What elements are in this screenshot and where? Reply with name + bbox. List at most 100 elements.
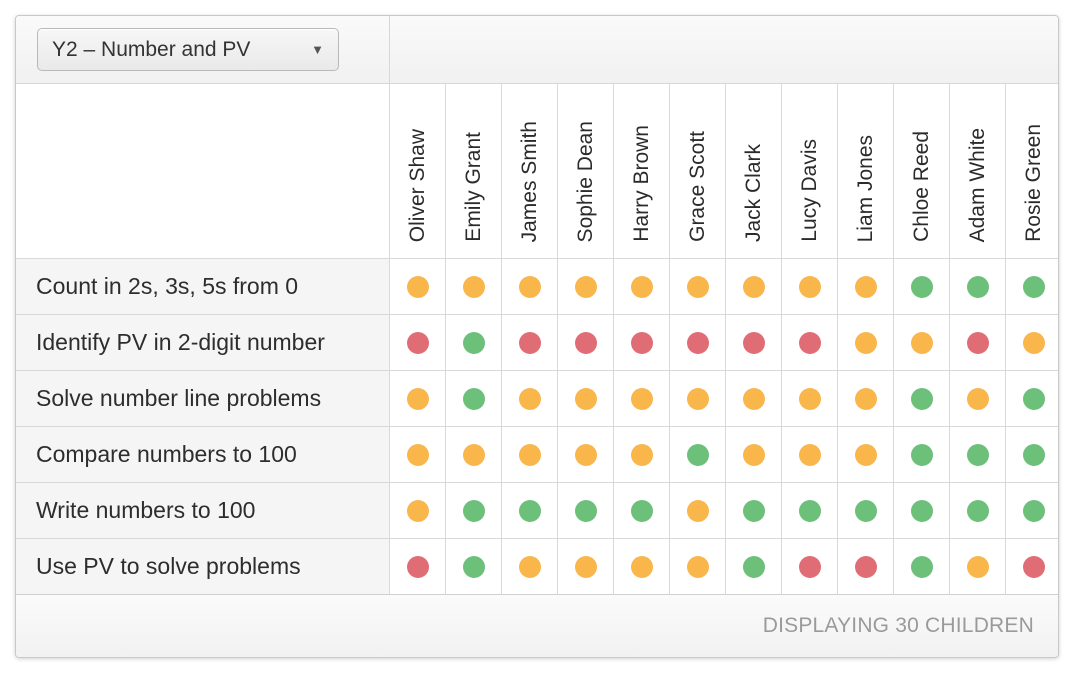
- header-corner: [16, 84, 389, 258]
- status-dot-amber[interactable]: [798, 387, 821, 410]
- child-column-header[interactable]: Rosie Green: [1005, 84, 1058, 258]
- status-dot-amber[interactable]: [518, 443, 541, 466]
- status-dot-amber[interactable]: [854, 387, 877, 410]
- child-column-header[interactable]: Lucy Davis: [781, 84, 837, 258]
- status-dot-green[interactable]: [854, 499, 877, 522]
- status-dot-amber[interactable]: [798, 443, 821, 466]
- status-dot-amber[interactable]: [854, 275, 877, 298]
- status-dot-red[interactable]: [630, 331, 653, 354]
- status-cell: [725, 371, 781, 426]
- objective-row: Identify PV in 2-digit number: [16, 315, 1058, 370]
- status-dot-amber[interactable]: [630, 443, 653, 466]
- status-dot-amber[interactable]: [910, 331, 933, 354]
- status-dot-amber[interactable]: [742, 387, 765, 410]
- child-column-header[interactable]: James Smith: [501, 84, 557, 258]
- status-cell: [1005, 259, 1058, 314]
- status-dot-green[interactable]: [966, 499, 989, 522]
- status-dot-green[interactable]: [574, 499, 597, 522]
- status-dot-green[interactable]: [462, 555, 485, 578]
- status-dot-green[interactable]: [1022, 387, 1045, 410]
- status-dot-amber[interactable]: [518, 275, 541, 298]
- status-dot-amber[interactable]: [406, 499, 429, 522]
- status-dot-amber[interactable]: [630, 387, 653, 410]
- status-dot-green[interactable]: [910, 387, 933, 410]
- child-column-header[interactable]: Sophie Dean: [557, 84, 613, 258]
- status-cell: [389, 483, 445, 538]
- status-dot-green[interactable]: [742, 555, 765, 578]
- status-dot-amber[interactable]: [798, 275, 821, 298]
- status-dot-green[interactable]: [462, 331, 485, 354]
- status-dot-amber[interactable]: [462, 443, 485, 466]
- status-dot-amber[interactable]: [854, 331, 877, 354]
- objective-label: Write numbers to 100: [16, 483, 389, 538]
- status-dot-amber[interactable]: [574, 443, 597, 466]
- status-dot-amber[interactable]: [966, 387, 989, 410]
- status-dot-red[interactable]: [798, 555, 821, 578]
- status-dot-green[interactable]: [966, 275, 989, 298]
- status-dot-amber[interactable]: [406, 443, 429, 466]
- status-dot-green[interactable]: [910, 443, 933, 466]
- status-cell: [837, 315, 893, 370]
- status-dot-red[interactable]: [518, 331, 541, 354]
- objective-label: Identify PV in 2-digit number: [16, 315, 389, 370]
- status-dot-amber[interactable]: [630, 275, 653, 298]
- child-column-header[interactable]: Oliver Shaw: [389, 84, 445, 258]
- status-dot-amber[interactable]: [854, 443, 877, 466]
- status-dot-green[interactable]: [742, 499, 765, 522]
- status-dot-amber[interactable]: [686, 499, 709, 522]
- child-name: Rosie Green: [1021, 124, 1045, 242]
- status-cell: [669, 483, 725, 538]
- child-column-header[interactable]: Harry Brown: [613, 84, 669, 258]
- status-dot-green[interactable]: [462, 499, 485, 522]
- status-dot-green[interactable]: [910, 555, 933, 578]
- status-dot-green[interactable]: [462, 387, 485, 410]
- status-dot-amber[interactable]: [630, 555, 653, 578]
- child-column-header[interactable]: Adam White: [949, 84, 1005, 258]
- status-dot-green[interactable]: [798, 499, 821, 522]
- status-dot-amber[interactable]: [1022, 331, 1045, 354]
- status-dot-red[interactable]: [854, 555, 877, 578]
- status-dot-amber[interactable]: [574, 555, 597, 578]
- status-dot-red[interactable]: [966, 331, 989, 354]
- status-dot-red[interactable]: [686, 331, 709, 354]
- status-dot-amber[interactable]: [966, 555, 989, 578]
- child-column-header[interactable]: Jack Clark: [725, 84, 781, 258]
- status-cell: [669, 259, 725, 314]
- status-dot-amber[interactable]: [574, 275, 597, 298]
- status-dot-green[interactable]: [910, 499, 933, 522]
- child-column-header[interactable]: Chloe Reed: [893, 84, 949, 258]
- status-dot-red[interactable]: [574, 331, 597, 354]
- status-dot-amber[interactable]: [686, 387, 709, 410]
- status-dot-green[interactable]: [686, 443, 709, 466]
- status-dot-green[interactable]: [966, 443, 989, 466]
- objective-set-select[interactable]: Y2 – Number and PV ▼: [37, 28, 339, 71]
- child-column-header[interactable]: Grace Scott: [669, 84, 725, 258]
- status-cell: [389, 539, 445, 594]
- status-dot-amber[interactable]: [518, 555, 541, 578]
- status-dot-red[interactable]: [406, 555, 429, 578]
- status-dot-green[interactable]: [910, 275, 933, 298]
- status-dot-red[interactable]: [798, 331, 821, 354]
- status-dot-amber[interactable]: [742, 275, 765, 298]
- status-dot-amber[interactable]: [518, 387, 541, 410]
- child-column-header[interactable]: Liam Jones: [837, 84, 893, 258]
- status-dot-green[interactable]: [1022, 443, 1045, 466]
- status-cell: [445, 483, 501, 538]
- status-dot-amber[interactable]: [406, 387, 429, 410]
- status-dot-green[interactable]: [518, 499, 541, 522]
- child-column-header[interactable]: Emily Grant: [445, 84, 501, 258]
- status-cell: [781, 483, 837, 538]
- status-dot-amber[interactable]: [686, 555, 709, 578]
- status-dot-green[interactable]: [1022, 499, 1045, 522]
- status-dot-amber[interactable]: [742, 443, 765, 466]
- status-dot-amber[interactable]: [686, 275, 709, 298]
- status-dot-red[interactable]: [742, 331, 765, 354]
- status-dot-red[interactable]: [1022, 555, 1045, 578]
- status-dot-amber[interactable]: [574, 387, 597, 410]
- status-dot-red[interactable]: [406, 331, 429, 354]
- status-dot-green[interactable]: [1022, 275, 1045, 298]
- objective-row: Write numbers to 100: [16, 483, 1058, 538]
- status-dot-amber[interactable]: [462, 275, 485, 298]
- status-dot-amber[interactable]: [406, 275, 429, 298]
- status-dot-green[interactable]: [630, 499, 653, 522]
